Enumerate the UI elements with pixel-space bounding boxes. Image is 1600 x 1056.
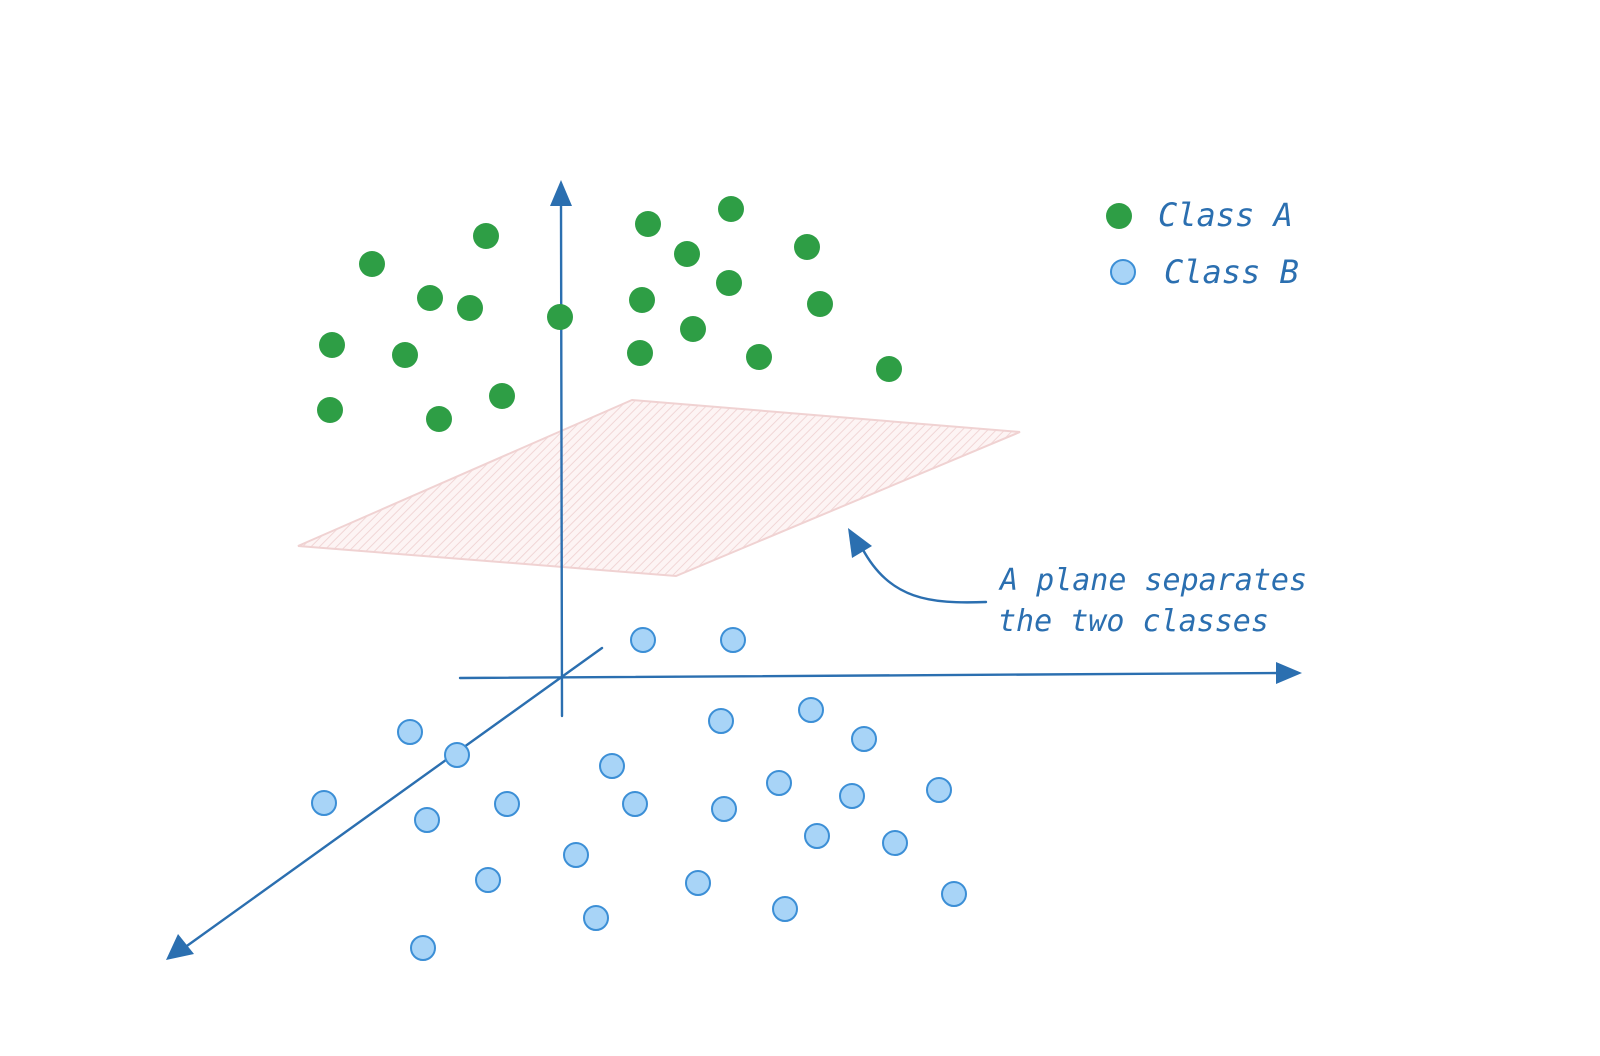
class-a-point [417, 285, 443, 311]
class-b-point [397, 719, 423, 745]
class-a-point [392, 342, 418, 368]
class-b-point [583, 905, 609, 931]
class-b-point [798, 697, 824, 723]
class-b-point [708, 708, 734, 734]
class-b-point [444, 742, 470, 768]
class-b-point [475, 867, 501, 893]
class-b-point [772, 896, 798, 922]
class-b-point [720, 627, 746, 653]
class-b-point [685, 870, 711, 896]
class-a-point [319, 332, 345, 358]
class-b-point [882, 830, 908, 856]
y-axis-arrowhead [166, 934, 194, 960]
class-b-point [711, 796, 737, 822]
y-axis-line [182, 646, 604, 950]
class-b-point [804, 823, 830, 849]
class-a-point [680, 316, 706, 342]
class-b-point [630, 627, 656, 653]
class-a-point [794, 234, 820, 260]
class-a-point [489, 383, 515, 409]
class-b-point [766, 770, 792, 796]
class-b-point [851, 726, 877, 752]
class-a-point [317, 397, 343, 423]
z-axis-arrowhead [550, 180, 572, 206]
class-a-point [473, 223, 499, 249]
annotation-line-2: the two classes [998, 604, 1269, 639]
class-a-point [674, 241, 700, 267]
legend-class-a-label: Class A [1158, 196, 1293, 234]
class-a-point [746, 344, 772, 370]
class-b-point [414, 807, 440, 833]
class-a-point [457, 295, 483, 321]
x-axis-line [458, 671, 1284, 680]
legend-class-b-label: Class B [1164, 253, 1299, 291]
x-axis-arrowhead [1276, 662, 1302, 684]
class-a-point [876, 356, 902, 382]
legend: Class A Class B [1106, 196, 1299, 291]
class-a-point [629, 287, 655, 313]
class-b-point [926, 777, 952, 803]
class-a-point [359, 251, 385, 277]
annotation: A plane separates the two classes [848, 528, 1307, 639]
class-a-point [807, 291, 833, 317]
class-a-point [716, 270, 742, 296]
class-a-points [317, 196, 902, 432]
class-b-point [563, 842, 589, 868]
class-a-point [426, 406, 452, 432]
separating-plane [297, 398, 1021, 578]
axes [166, 180, 1302, 960]
z-axis-line [559, 198, 564, 718]
class-b-point [494, 791, 520, 817]
class-b-point [410, 935, 436, 961]
class-b-point [941, 881, 967, 907]
class-a-point [547, 304, 573, 330]
class-b-point [311, 790, 337, 816]
legend-class-b-marker [1110, 259, 1136, 285]
legend-class-a-marker [1106, 203, 1132, 229]
class-b-point [839, 783, 865, 809]
annotation-arrowhead [848, 528, 872, 558]
annotation-line-1: A plane separates [998, 563, 1307, 598]
class-a-point [635, 211, 661, 237]
annotation-arrow [860, 546, 988, 604]
class-b-point [622, 791, 648, 817]
class-b-points [311, 627, 967, 961]
class-a-point [627, 340, 653, 366]
class-b-point [599, 753, 625, 779]
class-a-point [718, 196, 744, 222]
